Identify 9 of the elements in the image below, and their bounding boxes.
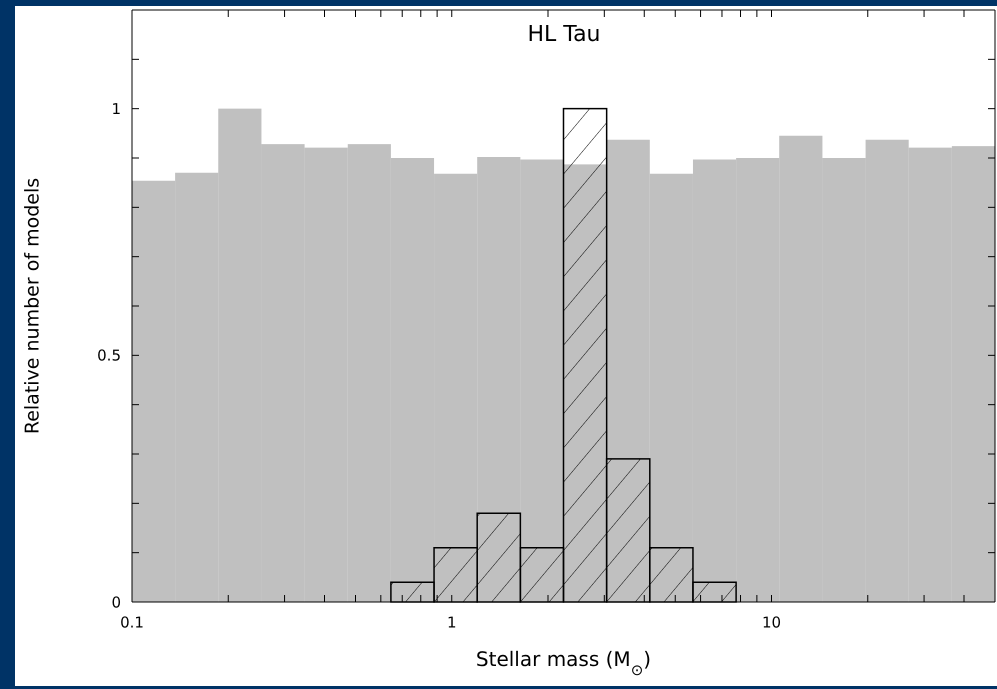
x-tick-label: 1: [446, 614, 457, 632]
y-tick-label: 1: [111, 100, 121, 118]
x-tick-label: 10: [762, 614, 782, 632]
x-tick-label: 0.1: [120, 614, 144, 632]
y-axis-title: Relative number of models: [22, 178, 44, 434]
y-tick-label: 0.5: [97, 346, 121, 365]
text: HL Tau: [526, 22, 602, 47]
x-axis-title: Stellar mass (M$_{⊙}$): [476, 647, 652, 679]
y-tick-label: 0: [111, 593, 121, 612]
